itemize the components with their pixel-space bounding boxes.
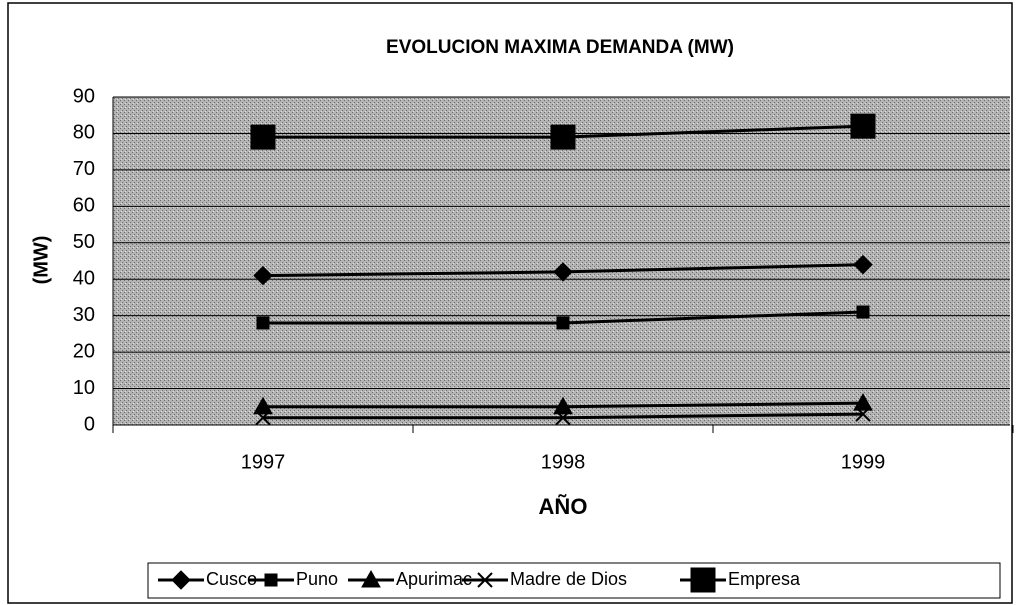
x-axis-label: AÑO [539,494,588,519]
marker [855,406,871,422]
y-tick-label: 20 [73,340,95,362]
marker [253,396,273,415]
y-tick-label: 80 [73,122,95,144]
y-tick-label: 70 [73,158,95,180]
marker [850,113,876,139]
legend-label: Madre de Dios [510,569,627,589]
marker [255,410,271,426]
legend-label: Apurimac [396,569,472,589]
chart-title: EVOLUCION MAXIMA DEMANDA (MW) [386,37,734,58]
y-tick-label: 0 [84,413,95,435]
x-tick-label: 1997 [241,451,286,473]
y-axis-label: (MW) [30,236,52,285]
marker [553,262,573,282]
y-tick-label: 50 [73,231,95,253]
x-tick-label: 1998 [541,451,586,473]
legend-label: Cusco [206,569,257,589]
marker [256,316,270,330]
marker [555,410,571,426]
marker [550,124,576,150]
marker [253,265,273,286]
marker [856,305,870,319]
marker [553,396,573,415]
marker [264,573,278,587]
marker [171,570,191,590]
x-tick-label: 1999 [841,451,886,473]
marker [361,569,381,588]
y-tick-label: 10 [73,377,95,399]
y-tick-label: 60 [73,195,95,217]
legend-label: Puno [296,569,338,589]
y-tick-label: 90 [73,85,95,107]
marker [250,124,276,150]
legend-label: Empresa [728,569,801,589]
y-tick-label: 30 [73,304,95,326]
marker [853,393,873,411]
marker [853,254,873,275]
y-tick-label: 40 [73,268,95,290]
marker [556,316,570,330]
marker [690,567,716,593]
marker [477,572,493,588]
